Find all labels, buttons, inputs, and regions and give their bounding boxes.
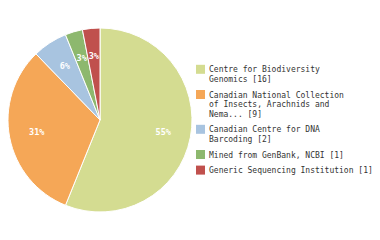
data-label: 3% (89, 51, 100, 61)
legend-swatch (196, 166, 205, 175)
legend-label: Mined from GenBank, NCBI [1] (209, 151, 344, 160)
chart: 55% 31% 6% 3%3% Centre for BiodiversityGenom… (0, 0, 380, 240)
data-label: 31% (29, 127, 45, 137)
legend-swatch (196, 90, 205, 99)
legend-label: Canadian Centre for DNABarcoding [2] (209, 125, 320, 144)
pie-slice (82, 28, 100, 120)
data-label: 3% (77, 53, 88, 63)
pie (8, 28, 192, 212)
legend-label: Canadian National Collectionof Insects, … (209, 91, 344, 119)
pie-labels: 55% 31% 6% 3%3% (29, 51, 172, 137)
legend-swatch (196, 125, 205, 134)
legend: Centre for BiodiversityGenomics [16] Cana… (196, 65, 373, 175)
legend-label: Generic Sequencing Institution [1] (209, 166, 373, 175)
data-label: 6% (60, 61, 71, 71)
legend-swatch (196, 150, 205, 159)
legend-swatch (196, 65, 205, 74)
legend-label: Centre for BiodiversityGenomics [16] (209, 65, 320, 84)
data-label: 55% (156, 127, 172, 137)
